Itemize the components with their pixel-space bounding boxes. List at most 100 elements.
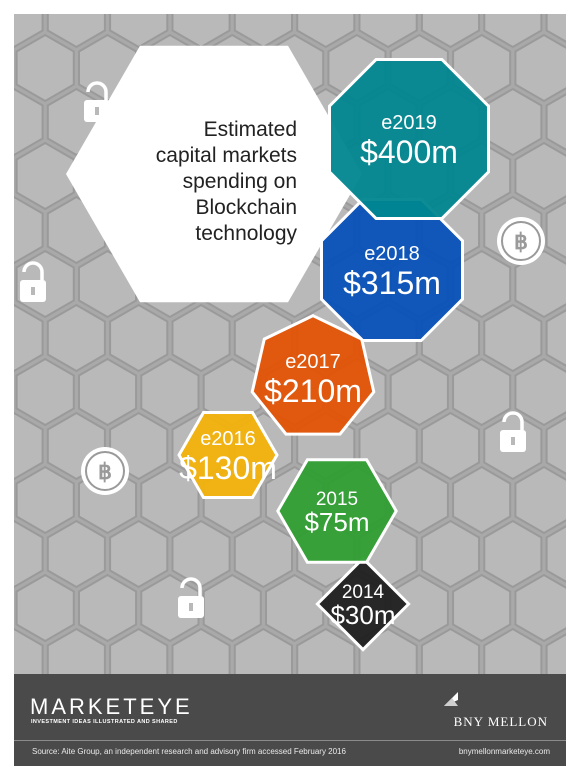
value-label: $210m [264, 373, 362, 409]
background-hexagon [14, 87, 44, 157]
background-hexagon [14, 14, 44, 49]
value-label: $75m [304, 507, 369, 537]
background-hexagon [514, 573, 566, 643]
background-hexagon [233, 627, 293, 674]
marketeye-tagline: INVESTMENT IDEAS ILLUSTRATED AND SHARED [31, 719, 178, 725]
category-label: 2014 [342, 582, 385, 603]
category-label: e2016 [200, 428, 256, 450]
category-label: e2019 [381, 112, 437, 134]
background-hexagon [109, 519, 169, 589]
background-hexagon [545, 14, 566, 43]
footer-divider [14, 740, 566, 741]
background-hexagon [514, 249, 566, 319]
background-hexagon [14, 195, 44, 265]
chart-title-line: technology [195, 222, 297, 245]
background-hexagon [15, 141, 75, 211]
lock-icon [500, 411, 526, 452]
value-label: $130m [179, 450, 277, 486]
background-hexagon [514, 357, 566, 427]
spending-chart: Estimated capital markets spending on Block… [66, 45, 490, 652]
background-hexagon [140, 357, 200, 427]
website-link[interactable]: bnymellonmarketeye.com [458, 747, 550, 756]
bitcoin-icon: ฿ [497, 217, 545, 265]
value-label: $315m [343, 265, 441, 301]
lock-icon [20, 261, 46, 302]
background-hexagon [420, 519, 481, 589]
value-shape-2014 [315, 556, 411, 652]
background-hexagon [545, 309, 566, 367]
title-hexagon [66, 45, 362, 303]
background-hexagon [46, 627, 106, 674]
lock-icon [178, 577, 204, 618]
background-hexagon [15, 573, 75, 643]
svg-text:฿: ฿ [514, 229, 528, 254]
background-hexagon [545, 201, 566, 259]
background-hexagon [452, 465, 512, 535]
background-hexagon [545, 93, 566, 151]
background-hexagon [46, 14, 106, 49]
value-shape-e2018 [320, 198, 464, 342]
background-hexagon [452, 357, 512, 427]
background-hexagon [78, 357, 138, 427]
value-shape-e2017 [250, 314, 376, 436]
background-hexagon [358, 411, 418, 481]
chart-marks: 2014$30m 2015$75m e2016$130m e2017$210m e201… [177, 58, 490, 652]
background-hexagon [109, 303, 169, 373]
background-hexagon [514, 465, 566, 535]
value-label: $400m [360, 134, 458, 170]
background-hexagon [389, 357, 449, 427]
background-hexagon [14, 303, 44, 373]
background-hexagon [514, 141, 566, 211]
background-hexagon [78, 573, 138, 643]
background-hexagon [514, 33, 566, 103]
background-hexagon [46, 303, 106, 373]
value-shape-e2019 [328, 58, 490, 220]
chart-title-line: Estimated [204, 118, 297, 141]
infographic-frame: ฿฿ Estimated capital markets spending on Bl… [14, 14, 566, 766]
background-hexagon [483, 14, 543, 49]
bny-mellon-logo-icon [444, 692, 458, 706]
background-hexagon [14, 411, 44, 481]
background-hexagon [171, 627, 231, 674]
background-hexagon [545, 525, 566, 583]
value-shape-e2016 [177, 411, 279, 499]
background-hexagon [265, 573, 325, 643]
background-hexagon [15, 33, 75, 103]
background-hexagon [420, 627, 481, 674]
background-hexagon [15, 465, 75, 535]
background-hexagon [545, 633, 566, 674]
background-hexagon [420, 411, 481, 481]
background-hexagon [452, 573, 512, 643]
background-hexagon [171, 303, 231, 373]
value-shape-2015 [276, 458, 398, 564]
chart-title-line: Blockchain [195, 196, 297, 219]
background-hexagon [358, 14, 418, 49]
category-label: 2015 [316, 489, 358, 510]
background-hexagon [483, 519, 543, 589]
chart-title: Estimated capital markets spending on Block… [156, 118, 298, 245]
background-hexagon [202, 573, 262, 643]
background-hexagon [46, 519, 106, 589]
category-label: e2018 [364, 243, 420, 265]
background-hexagon [389, 465, 449, 535]
background-hexagon [296, 627, 356, 674]
footer: MARKETEYE INVESTMENT IDEAS ILLUSTRATED A… [14, 674, 566, 766]
background-hexagon [14, 627, 44, 674]
background-hexagon [109, 14, 169, 49]
svg-text:฿: ฿ [98, 459, 112, 484]
background-hexagon [483, 303, 543, 373]
bitcoin-icon: ฿ [81, 447, 129, 495]
background-hexagon [296, 14, 356, 49]
background-hexagon [109, 627, 169, 674]
bny-mellon-logo: BNY MELLON [453, 714, 548, 729]
value-label: $30m [330, 600, 395, 630]
source-note: Source: Aite Group, an independent resea… [32, 747, 346, 756]
category-label: e2017 [285, 351, 341, 373]
background-hexagon [14, 519, 44, 589]
marketeye-logo: MARKETEYE [30, 694, 193, 719]
background-hexagon [483, 627, 543, 674]
chart-title-line: capital markets [156, 144, 297, 167]
background-hexagon [15, 357, 75, 427]
chart-title-line: spending on [183, 170, 297, 193]
background-hexagon [420, 14, 481, 49]
